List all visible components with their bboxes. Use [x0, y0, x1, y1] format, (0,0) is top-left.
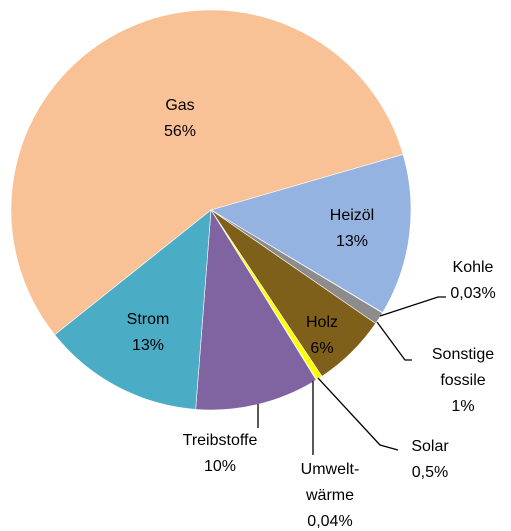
slice-name: Solar: [411, 438, 449, 455]
slice-name: Heizöl: [329, 207, 375, 224]
slice-name: Sonstige fossile: [431, 346, 495, 389]
slice-value-label: 56%: [163, 123, 197, 140]
slice-label: Treibstoffe 10%: [183, 428, 258, 480]
slice-label: Heizöl 13%: [330, 203, 374, 255]
pie-slice: [54, 209, 212, 410]
leader-line: [379, 296, 446, 317]
pie-slice: [10, 9, 404, 336]
slice-value-label: 13%: [131, 337, 165, 354]
slice-value-label: 0,03%: [450, 285, 496, 302]
slice-label: Strom 13%: [127, 307, 170, 359]
slice-name: Kohle: [452, 259, 494, 276]
leader-line: [376, 321, 412, 361]
slice-value-label: 0,04%: [307, 513, 353, 530]
slice-value-label: 0,5%: [411, 464, 449, 481]
slice-name: Strom: [126, 311, 170, 328]
leader-line: [317, 377, 399, 451]
slice-value-label: 10%: [203, 458, 237, 475]
slice-label: Sonstige fossile 1%: [432, 342, 494, 420]
slice-label: Gas 56%: [164, 93, 196, 145]
slice-name: Holz: [305, 314, 339, 331]
slice-name: Umwelt- wärme: [300, 461, 360, 504]
slice-label: Umwelt- wärme 0,04%: [301, 457, 360, 531]
slice-label: Kohle 0,03%: [450, 255, 495, 307]
slice-name: Treibstoffe: [182, 432, 258, 449]
slice-label: Solar 0,5%: [411, 434, 448, 486]
slice-value-label: 6%: [310, 340, 334, 357]
slice-label: Holz 6%: [306, 310, 338, 362]
slice-name: Gas: [165, 97, 195, 114]
pie-slice: [210, 154, 412, 314]
slice-value-label: 1%: [451, 398, 475, 415]
slice-value-label: 13%: [335, 233, 369, 250]
